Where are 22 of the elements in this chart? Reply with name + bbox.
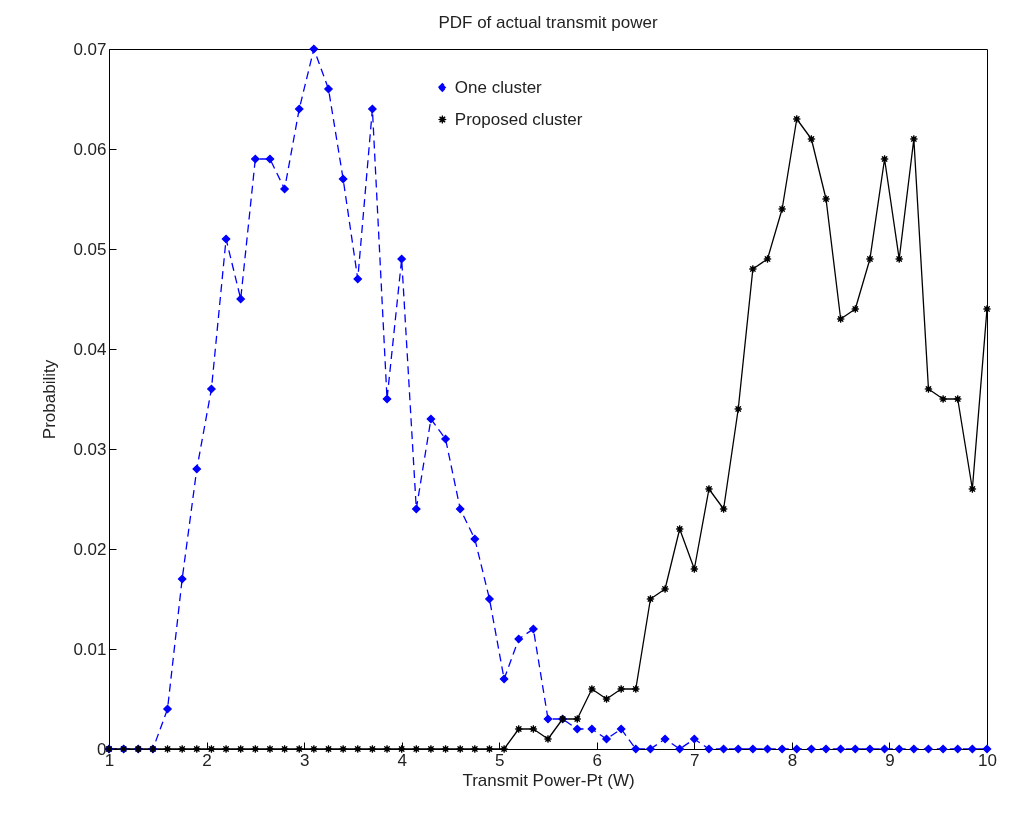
x-tick-label: 3 <box>299 750 310 770</box>
y-tick-label: 0.01 <box>73 639 107 659</box>
y-axis-title: Probability <box>40 359 60 440</box>
y-tick-label: 0.07 <box>73 39 107 59</box>
x-tick-label: 10 <box>978 750 997 770</box>
x-tick-label: 8 <box>787 750 798 770</box>
x-tick-label: 9 <box>885 750 895 770</box>
x-axis-title: Transmit Power-Pt (W) <box>462 770 635 790</box>
x-tick-label: 5 <box>494 750 505 770</box>
x-tick-label: 2 <box>202 750 212 770</box>
legend-label: Proposed cluster <box>454 109 583 129</box>
legend-label: One cluster <box>454 77 543 97</box>
y-tick-label: 0 <box>97 739 107 759</box>
x-tick-label: 4 <box>397 750 407 770</box>
y-tick-label: 0.02 <box>73 539 107 559</box>
y-tick-label: 0.03 <box>73 439 107 459</box>
y-tick-label: 0.06 <box>73 139 107 159</box>
y-tick-label: 0.04 <box>73 339 107 359</box>
chart-title: PDF of actual transmit power <box>438 13 658 32</box>
y-tick-label: 0.05 <box>73 239 107 259</box>
x-tick-label: 6 <box>592 750 603 770</box>
x-tick-label: 7 <box>690 750 700 770</box>
